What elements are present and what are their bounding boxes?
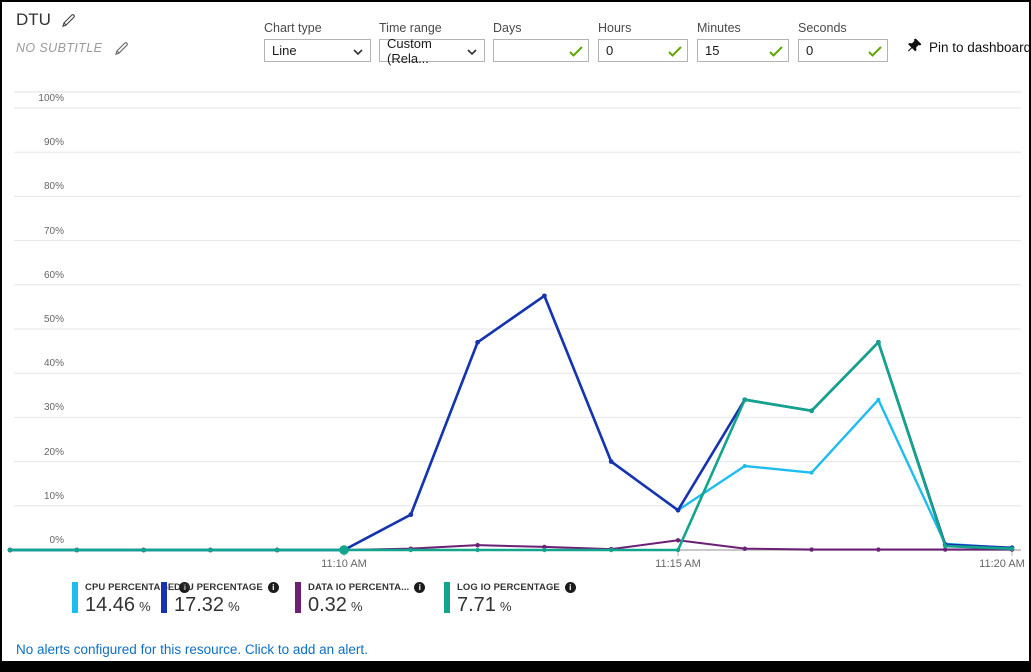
y-axis-tick-label: 90% [43,137,64,149]
minutes-label: Minutes [697,21,741,35]
legend-color-bar [444,582,450,613]
minutes-input[interactable] [705,43,781,58]
legend-unit: % [350,599,363,614]
chart-type-select[interactable]: Line [264,39,371,62]
x-axis-tick-label: 11:10 AM [321,558,367,570]
seconds-input[interactable] [806,43,880,58]
legend-label: LOG IO PERCENTAGE [457,582,560,593]
time-range-label: Time range [379,21,442,35]
legend-item-data-io[interactable]: DATA IO PERCENTA... i 0.32% [295,582,426,617]
chart-title-text: DTU [16,10,51,29]
pin-to-dashboard-button[interactable]: Pin to dashboard [907,38,1031,56]
time-range-group: Time range Custom (Rela... [379,21,485,66]
legend-color-bar [295,582,301,613]
x-axis-tick-label: 11:15 AM [655,558,701,570]
green-checkmark-icon [769,45,783,60]
legend-label: CPU PERCENTAGE [85,582,175,593]
pushpin-icon [907,38,922,56]
time-range-value: Custom (Rela... [387,35,432,66]
chevron-down-icon [353,43,363,58]
info-icon[interactable]: i [267,582,279,593]
edit-subtitle-pencil-icon[interactable] [114,40,130,56]
chart-type-value: Line [272,43,297,58]
page-title: DTU [16,10,77,30]
hours-field-box [598,39,688,62]
page-subtitle: NO SUBTITLE [16,40,130,56]
edit-title-pencil-icon[interactable] [61,12,77,28]
minutes-field-box [697,39,789,62]
y-axis-tick-label: 10% [43,490,64,502]
days-group: Days [493,21,589,62]
y-axis-tick-label: 60% [43,269,64,281]
time-range-select[interactable]: Custom (Rela... [379,36,485,66]
y-axis-tick-label: 70% [43,225,64,237]
hours-input[interactable] [606,43,680,58]
seconds-field-box [798,39,888,62]
legend-label: DTU PERCENTAGE [174,582,263,593]
legend-value: 14.46 [85,594,136,616]
pin-to-dashboard-label: Pin to dashboard [929,39,1031,55]
minutes-group: Minutes [697,21,789,62]
chart-subtitle-text: NO SUBTITLE [16,41,103,55]
legend-color-bar [161,582,167,613]
y-axis-tick-label: 100% [38,93,64,104]
legend-item-cpu[interactable]: CPU PERCENTAGE i 14.46% [72,582,191,617]
info-icon[interactable]: i [179,582,191,593]
chart-area: 0% 10% 20% 30% 40% 50% 60% 70% 80% 90% 100% 11:10 … [2,2,1029,577]
legend-item-log-io[interactable]: LOG IO PERCENTAGE i 7.71% [444,582,576,617]
y-axis-tick-label: 30% [43,402,64,414]
chart-type-label: Chart type [264,21,322,35]
legend-unit: % [139,599,151,614]
y-axis-tick-label: 0% [49,535,64,546]
info-icon[interactable]: i [564,582,576,593]
legend-color-bar [72,582,78,613]
days-label: Days [493,21,522,35]
chart-svg [7,91,1021,556]
y-axis-tick-label: 20% [43,446,64,458]
bottom-black-bar [2,661,1029,670]
x-axis-tick-label: 11:20 AM [979,558,1025,570]
legend-value: 0.32 [308,594,347,616]
chart-type-group: Chart type Line [264,21,371,62]
seconds-group: Seconds [798,21,888,62]
y-axis-tick-label: 40% [43,358,64,370]
days-field-box [493,39,589,62]
hours-label: Hours [598,21,632,35]
legend-value: 17.32 [174,594,225,616]
legend-label: DATA IO PERCENTA... [308,582,410,593]
legend-value: 7.71 [457,594,496,616]
green-checkmark-icon [569,45,583,60]
green-checkmark-icon [668,45,682,60]
days-input[interactable] [501,43,581,58]
y-axis-tick-label: 80% [43,181,64,193]
add-alert-link[interactable]: No alerts configured for this resource. … [16,642,368,657]
y-axis-tick-label: 50% [43,314,64,325]
hours-group: Hours [598,21,688,62]
info-icon[interactable]: i [414,582,426,593]
legend-unit: % [499,599,512,614]
seconds-label: Seconds [798,21,847,35]
legend-unit: % [228,599,240,614]
green-checkmark-icon [868,45,882,60]
chevron-down-icon [467,43,477,58]
legend-item-dtu[interactable]: DTU PERCENTAGE i 17.32% [161,582,279,617]
